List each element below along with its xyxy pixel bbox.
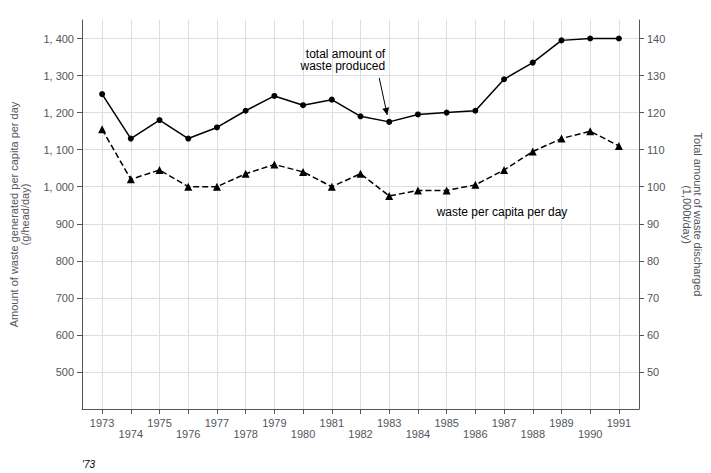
svg-text:1991: 1991 [607, 417, 631, 429]
svg-text:60: 60 [647, 329, 659, 341]
svg-text:1, 000: 1, 000 [43, 181, 74, 193]
svg-text:waste per capita per day: waste per capita per day [436, 205, 568, 219]
svg-text:900: 900 [56, 218, 74, 230]
svg-text:100: 100 [647, 181, 665, 193]
svg-text:Amount of waste generated per: Amount of waste generated per capita per… [7, 101, 20, 328]
svg-text:700: 700 [56, 292, 74, 304]
svg-text:1973: 1973 [90, 417, 114, 429]
svg-text:(1,000t/day): (1,000t/day) [681, 185, 693, 244]
svg-text:1988: 1988 [521, 428, 545, 440]
svg-text:1978: 1978 [233, 428, 257, 440]
svg-text:500: 500 [56, 366, 74, 378]
svg-text:(g/head/day): (g/head/day) [19, 184, 31, 246]
svg-text:1984: 1984 [406, 428, 430, 440]
svg-text:50: 50 [647, 366, 659, 378]
svg-text:1975: 1975 [147, 417, 171, 429]
svg-text:1, 300: 1, 300 [43, 70, 74, 82]
svg-text:1987: 1987 [492, 417, 516, 429]
svg-text:1, 400: 1, 400 [43, 33, 74, 45]
svg-text:1977: 1977 [205, 417, 229, 429]
svg-text:Total amount of waste discharg: Total amount of waste discharged [691, 132, 704, 297]
svg-text:1976: 1976 [176, 428, 200, 440]
svg-text:1981: 1981 [320, 417, 344, 429]
svg-text:1986: 1986 [463, 428, 487, 440]
svg-text:800: 800 [56, 255, 74, 267]
svg-text:1985: 1985 [434, 417, 458, 429]
svg-text:1980: 1980 [291, 428, 315, 440]
svg-text:1974: 1974 [119, 428, 143, 440]
svg-text:70: 70 [647, 292, 659, 304]
svg-text:80: 80 [647, 255, 659, 267]
svg-text:600: 600 [56, 329, 74, 341]
svg-text:waste produced: waste produced [299, 59, 385, 73]
svg-text:1983: 1983 [377, 417, 401, 429]
svg-text:1, 200: 1, 200 [43, 107, 74, 119]
svg-text:1990: 1990 [578, 428, 602, 440]
svg-text:1982: 1982 [348, 428, 372, 440]
svg-text:1979: 1979 [262, 417, 286, 429]
svg-text:120: 120 [647, 107, 665, 119]
svg-text:'73: '73 [82, 459, 95, 470]
svg-text:total amount of: total amount of [305, 46, 386, 61]
svg-text:110: 110 [647, 144, 665, 156]
svg-text:140: 140 [647, 33, 665, 45]
svg-text:90: 90 [647, 218, 659, 230]
svg-text:1989: 1989 [549, 417, 573, 429]
svg-text:1, 100: 1, 100 [43, 144, 74, 156]
svg-text:130: 130 [647, 70, 665, 82]
